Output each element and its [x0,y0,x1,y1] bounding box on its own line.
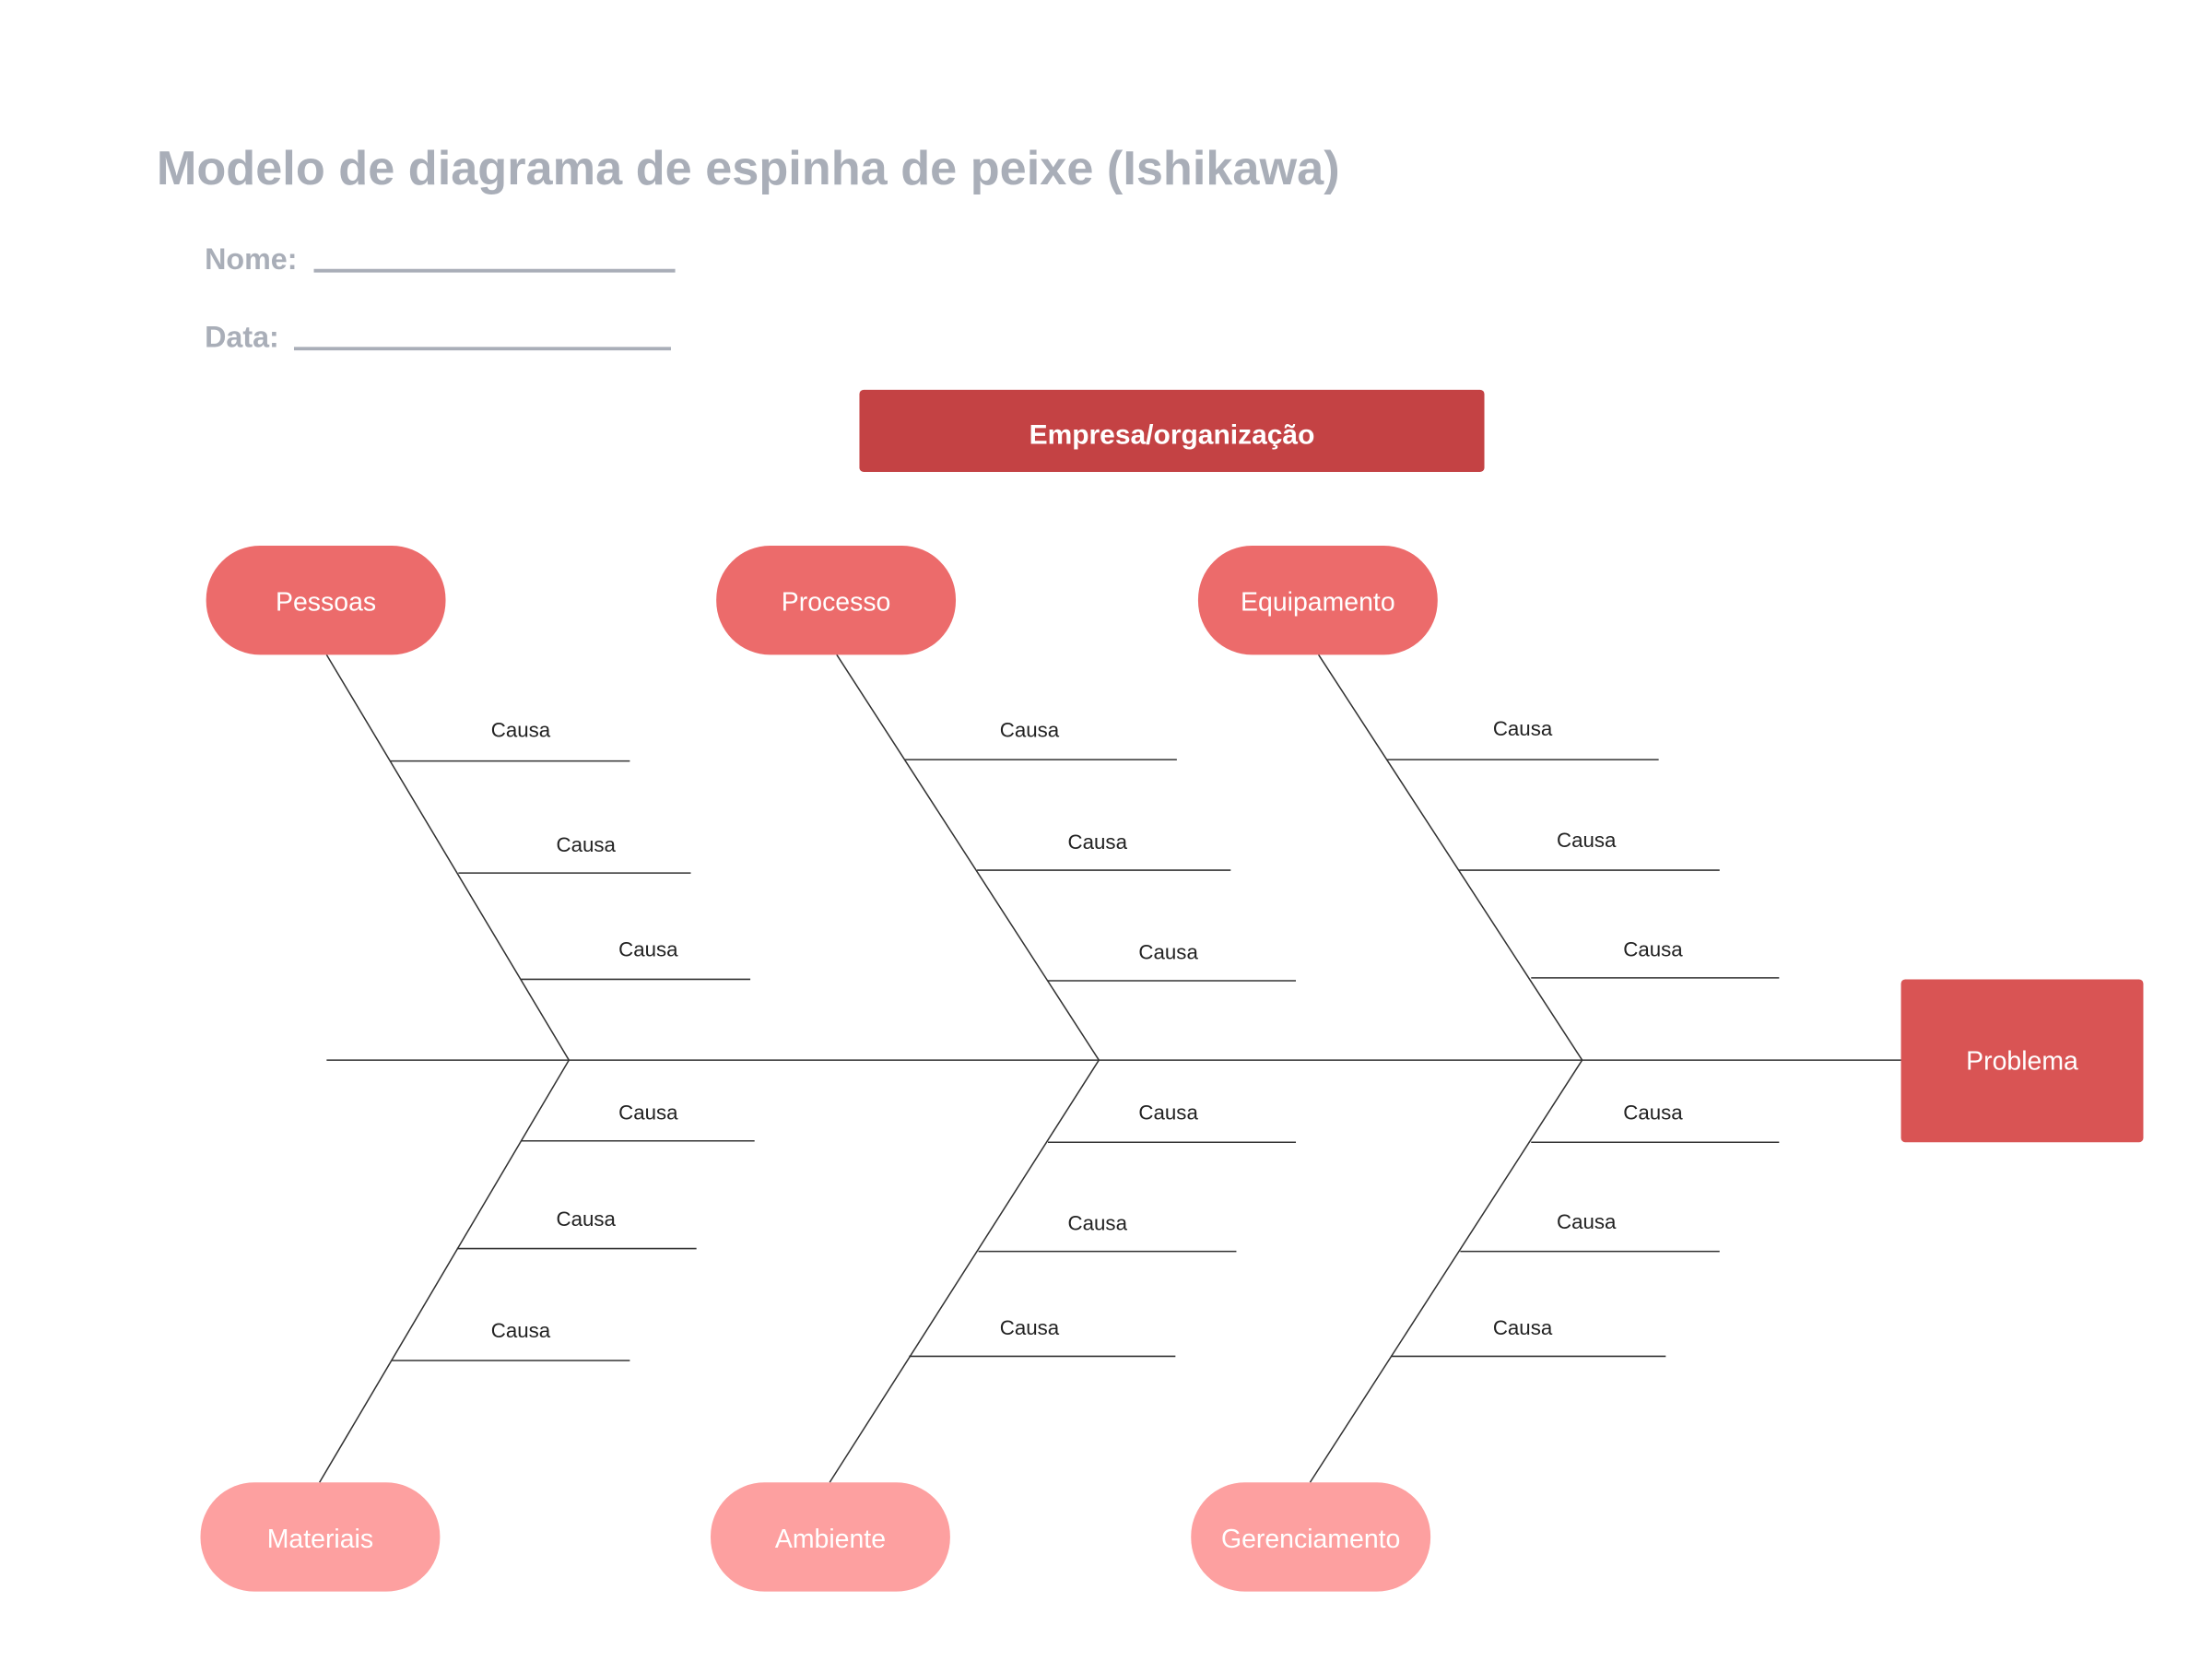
category-materiais-label: Materiais [267,1525,373,1554]
category-gerenciamento-label: Gerenciamento [1221,1525,1400,1554]
category-ambiente-label: Ambiente [775,1525,886,1554]
page-title: Modelo de diagrama de espinha de peixe (… [157,142,1340,195]
cause-label[interactable]: Causa [618,1101,678,1124]
cause-label[interactable]: Causa [1000,718,1060,741]
cause-label[interactable]: Causa [1138,941,1198,964]
bone-gerenciamento [1309,1059,1583,1483]
bone-ambiente [829,1059,1100,1483]
date-label: Data: [205,321,279,354]
cause-label[interactable]: Causa [1557,829,1617,852]
cause-label[interactable]: Causa [1623,1101,1683,1124]
category-equipamento-pill[interactable] [1197,545,1438,655]
category-equipamento-label: Equipamento [1241,587,1395,617]
problem-box[interactable] [1900,979,2144,1143]
organization-header-box[interactable] [859,389,1485,473]
organization-header-label: Empresa/organização [1030,420,1315,451]
cause-label[interactable]: Causa [557,1207,617,1231]
category-pessoas-pill[interactable] [206,545,446,655]
category-processo-pill[interactable] [716,545,957,655]
problem-label: Problema [1966,1047,2078,1077]
cause-label[interactable]: Causa [491,1319,551,1342]
bone-materiais [319,1059,570,1483]
cause-label[interactable]: Causa [618,938,678,961]
cause-label[interactable]: Causa [1000,1316,1060,1339]
cause-label[interactable]: Causa [1493,717,1553,740]
category-processo-label: Processo [782,587,891,617]
cause-label[interactable]: Causa [1068,830,1128,854]
cause-label[interactable]: Causa [1138,1101,1198,1124]
cause-label[interactable]: Causa [1557,1210,1617,1233]
cause-label[interactable]: Causa [491,718,551,741]
bone-pessoas [325,654,570,1061]
category-pessoas-label: Pessoas [276,587,376,617]
name-label: Nome: [205,242,297,276]
cause-label[interactable]: Causa [1493,1316,1553,1339]
cause-label[interactable]: Causa [1068,1211,1128,1234]
category-gerenciamento-pill[interactable] [1191,1482,1431,1592]
bone-processo [836,654,1100,1061]
cause-label[interactable]: Causa [557,833,617,856]
bone-equipamento [1317,654,1583,1061]
category-materiais-pill[interactable] [200,1482,441,1592]
cause-label[interactable]: Causa [1623,938,1683,961]
category-ambiente-pill[interactable] [711,1482,950,1592]
